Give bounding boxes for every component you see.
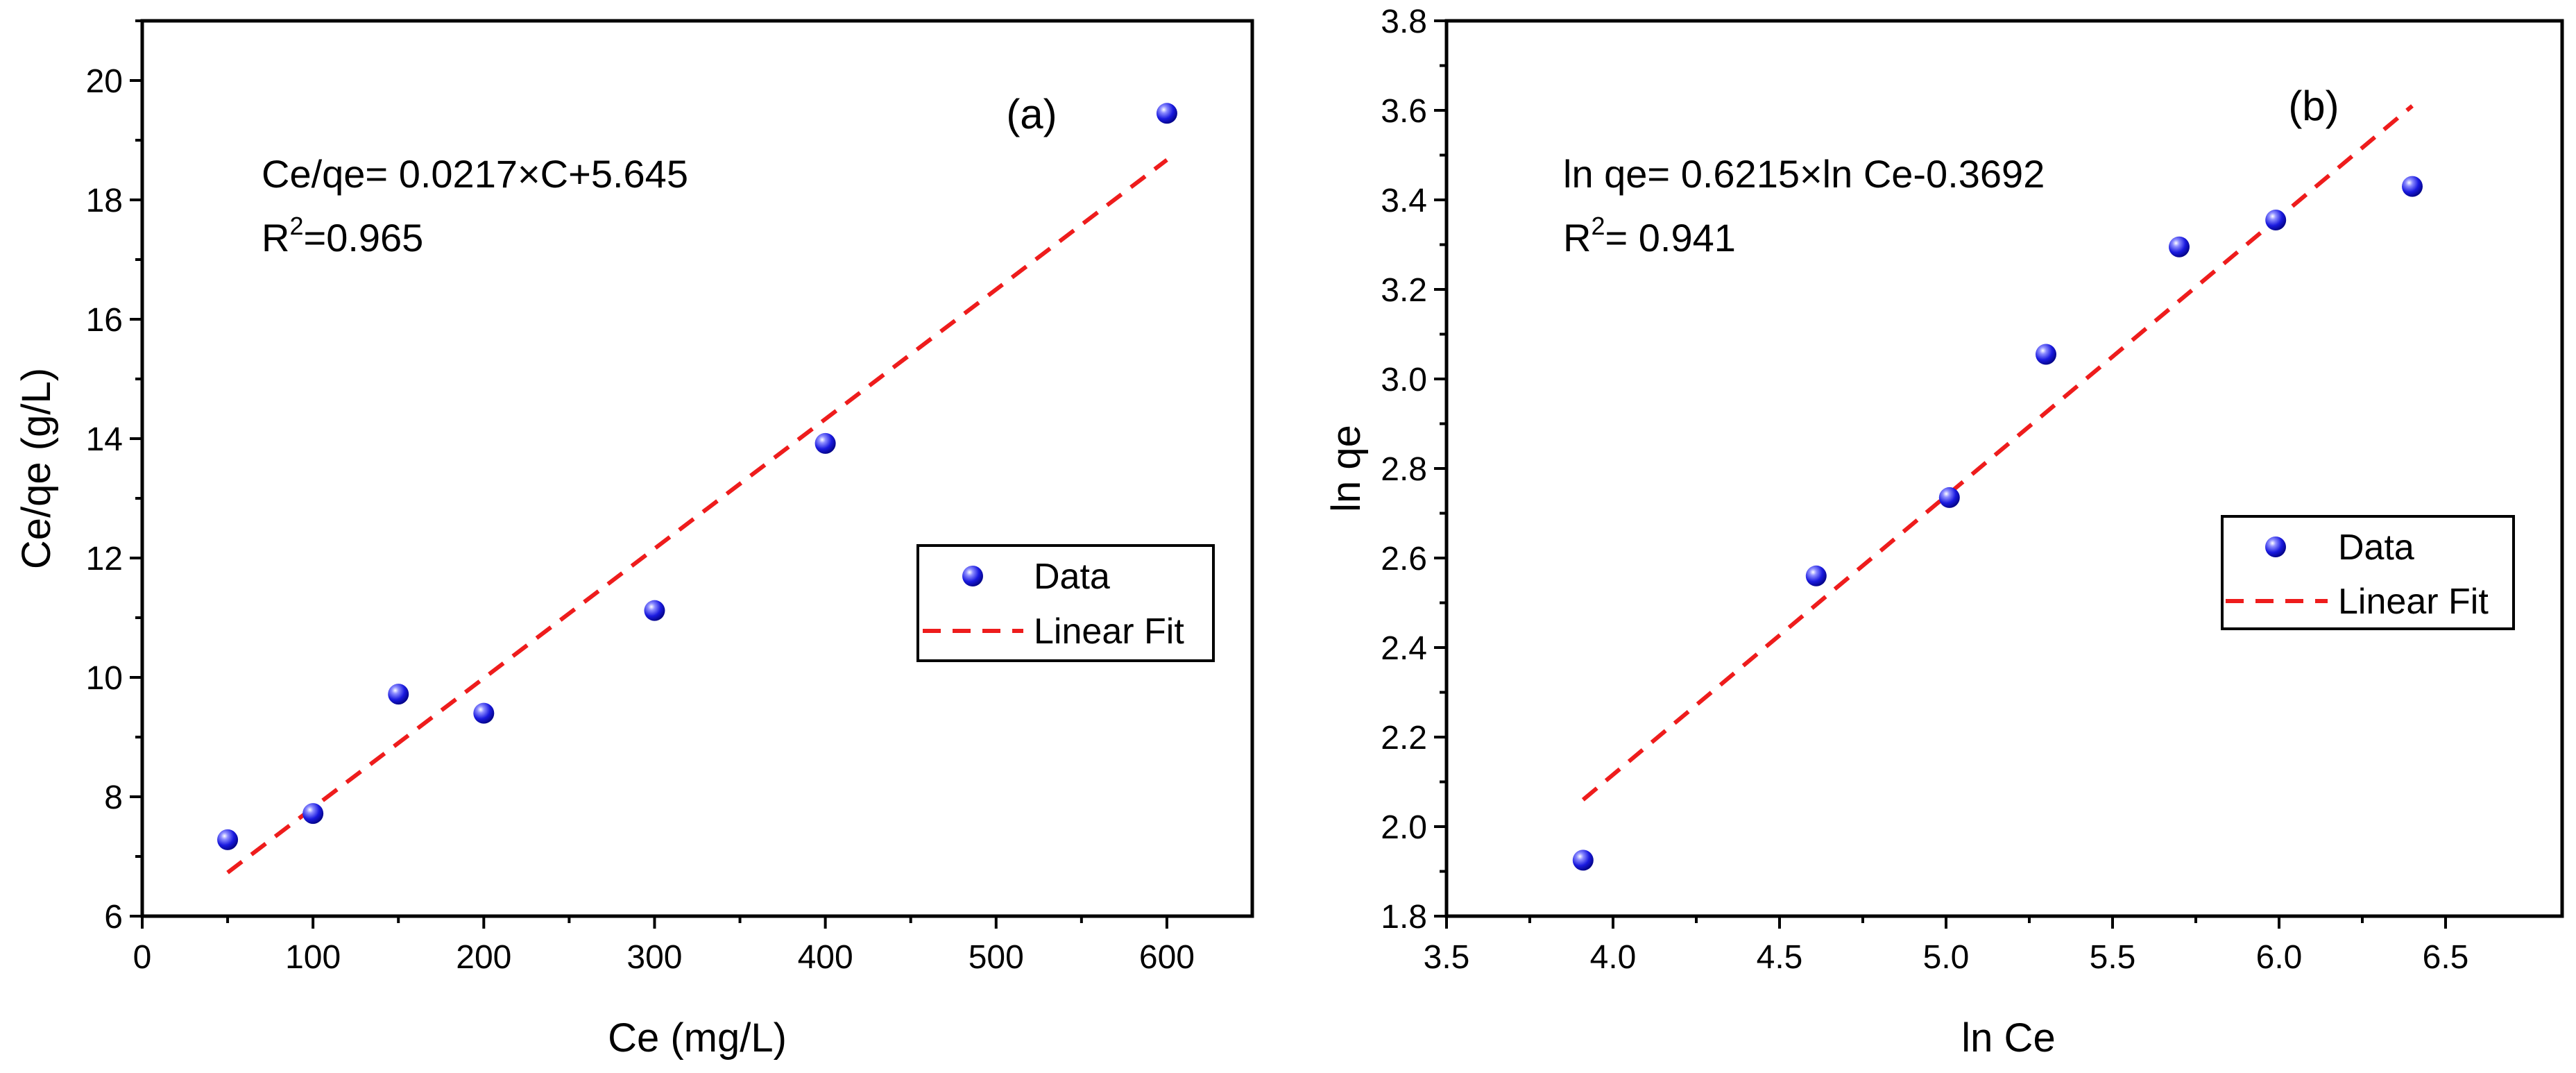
y-axis-ticks-a: 6 8 10 12 14 16 18 20: [86, 19, 142, 936]
data-points-a: [217, 103, 1177, 850]
data-point: [302, 803, 324, 825]
y-tick-label: 1.8: [1381, 899, 1427, 936]
r2-superscript-a: 2: [289, 212, 303, 240]
y-tick-label: 18: [86, 183, 123, 219]
x-tick-label: 6.0: [2256, 939, 2303, 976]
y-tick-label: 3.4: [1381, 183, 1427, 219]
y-tick-label: 2.2: [1381, 720, 1427, 757]
y-tick-label: 8: [104, 779, 123, 816]
y-tick-label: 2.8: [1381, 451, 1427, 488]
legend-b: Data Linear Fit: [2221, 515, 2515, 630]
data-point: [2265, 210, 2287, 231]
data-point: [217, 829, 239, 850]
data-point: [388, 684, 409, 705]
x-tick-label: 5.5: [2090, 939, 2136, 976]
y-tick-label: 3.6: [1381, 93, 1427, 130]
legend-point-marker-b: [2265, 536, 2286, 557]
linear-fit-line: [1581, 104, 2414, 802]
y-tick-label: 3.0: [1381, 362, 1427, 398]
linear-fit-b: [1581, 104, 2414, 802]
data-point: [1572, 850, 1594, 871]
x-tick-label: 200: [456, 939, 511, 976]
x-tick-label: 4.0: [1590, 939, 1637, 976]
y-tick-label: 14: [86, 421, 123, 458]
legend-point-marker-a: [962, 566, 983, 586]
r2-value-a: =0.965: [303, 216, 423, 260]
y-axis-label-a: Ce/qe (g/L): [14, 368, 59, 569]
x-tick-label: 4.5: [1757, 939, 1803, 976]
legend-label-data-b: Data: [2338, 527, 2414, 568]
fit-equation-b: ln qe= 0.6215×ln Ce-0.3692: [1563, 152, 2045, 196]
panel-label-b: (b): [2288, 83, 2339, 129]
x-tick-label: 300: [626, 939, 682, 976]
y-tick-label: 16: [86, 302, 123, 339]
r2-value-b: = 0.941: [1605, 216, 1735, 260]
y-tick-label: 3.8: [1381, 3, 1427, 40]
legend-label-fit-a: Linear Fit: [1034, 611, 1184, 652]
data-point: [2402, 176, 2423, 197]
x-axis-label-b: ln Ce: [1961, 1015, 2055, 1061]
plot-frame-b: [1444, 19, 2564, 918]
data-point: [2169, 236, 2190, 257]
x-tick-label: 600: [1139, 939, 1195, 976]
r-squared-b: R2= 0.941: [1563, 212, 1736, 260]
plot-frame-a: [140, 19, 1254, 918]
y-axis-label-b: ln qe: [1324, 425, 1369, 512]
legend-box-b: [2221, 515, 2515, 630]
x-tick-label: 5.0: [1923, 939, 1970, 976]
data-point: [1805, 565, 1827, 586]
data-point: [814, 432, 836, 454]
r-squared-a: R2=0.965: [262, 212, 423, 260]
x-tick-label: 0: [133, 939, 152, 976]
chart-panel-a: 0 100 200 300 400 500 600 6 8 10 12 14 16 18 20 Ce (m…: [14, 19, 1254, 1061]
r2-letter-a: R: [262, 216, 289, 260]
x-tick-label: 400: [798, 939, 853, 976]
y-axis-ticks-b: 1.8 2.0 2.2 2.4 2.6 2.8 3.0 3.2 3.4 3.6 3.8: [1381, 3, 1447, 936]
legend-box-a: [916, 544, 1215, 662]
y-tick-label: 2.6: [1381, 541, 1427, 577]
legend-label-fit-b: Linear Fit: [2338, 582, 2489, 622]
fit-equation-a: Ce/qe= 0.0217×C+5.645: [262, 152, 688, 196]
x-axis-label-a: Ce (mg/L): [608, 1015, 787, 1061]
legend-a: Data Linear Fit: [916, 544, 1215, 662]
data-point: [1156, 103, 1177, 124]
chart-panel-b: 3.5 4.0 4.5 5.0 5.5 6.0 6.5 1.8 2.0 2.2 2.4 2.6 2.8…: [1324, 3, 2564, 1061]
y-tick-label: 2.4: [1381, 630, 1427, 667]
y-tick-label: 12: [86, 541, 123, 577]
y-tick-label: 10: [86, 660, 123, 697]
r2-superscript-b: 2: [1591, 212, 1605, 240]
panel-label-a: (a): [1006, 91, 1057, 137]
x-tick-label: 500: [969, 939, 1024, 976]
y-tick-label: 20: [86, 63, 123, 100]
x-axis-ticks-b: 3.5 4.0 4.5 5.0 5.5 6.0 6.5: [1424, 916, 2469, 976]
data-points-b: [1572, 176, 2423, 871]
x-tick-label: 6.5: [2423, 939, 2469, 976]
data-point: [1938, 487, 1960, 508]
y-tick-label: 2.0: [1381, 809, 1427, 846]
data-point: [473, 702, 495, 724]
r2-letter-b: R: [1563, 216, 1591, 260]
y-tick-label: 6: [104, 899, 123, 936]
data-point: [644, 600, 665, 621]
data-point: [2036, 344, 2056, 365]
x-tick-label: 3.5: [1424, 939, 1470, 976]
x-tick-label: 100: [285, 939, 341, 976]
y-tick-label: 3.2: [1381, 272, 1427, 309]
x-axis-ticks-a: 0 100 200 300 400 500 600: [133, 916, 1195, 976]
linear-fit-line: [226, 158, 1168, 875]
legend-label-data-a: Data: [1034, 557, 1110, 597]
linear-fit-a: [226, 158, 1168, 875]
